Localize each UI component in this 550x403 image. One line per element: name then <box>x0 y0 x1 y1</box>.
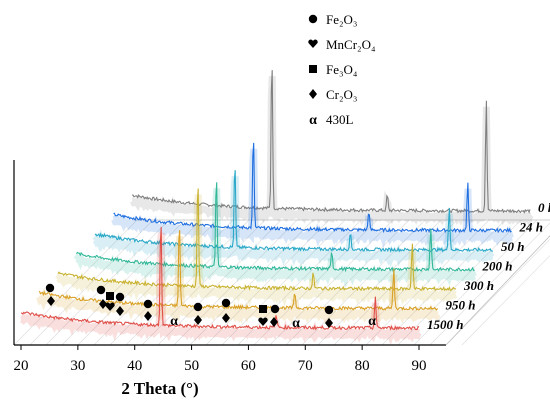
x-tick-label: 60 <box>241 358 256 374</box>
series-label: 200 h <box>482 259 513 274</box>
mncr2o4-marker <box>258 317 268 326</box>
legend-label: Cr₂O₃ <box>326 87 357 102</box>
floor-grid-line <box>397 219 522 346</box>
floor-grid-line <box>237 219 362 346</box>
x-tick-label: 20 <box>14 358 29 374</box>
series-label: 50 h <box>501 239 524 254</box>
floor-grid-line <box>285 219 410 346</box>
floor-grid-line <box>221 219 346 346</box>
legend-label: MnCr₂O₄ <box>326 37 376 52</box>
fe2o3-marker <box>143 299 153 309</box>
legend-label: Fe₃O₄ <box>326 62 358 77</box>
floor-grid-line <box>77 219 202 346</box>
fe3o4-marker <box>259 305 267 313</box>
x-tick-label: 30 <box>70 358 85 374</box>
cr2o3-marker <box>270 317 278 327</box>
fe2o3-marker <box>193 302 203 312</box>
series-line <box>113 142 512 234</box>
floor-grid-line <box>461 255 550 346</box>
fe2o3-marker <box>270 304 280 314</box>
series-band <box>55 194 458 307</box>
x-ticks: 20 30 40 50 60 70 80 90 <box>14 345 427 374</box>
cr2o3-marker <box>194 315 202 325</box>
floor-grid-line <box>445 238 550 346</box>
phase-markers: α α α <box>45 14 376 331</box>
floor-grid-line <box>381 219 506 346</box>
legend: Fe₂O₃ MnCr₂O₄ Fe₃O₄ Cr₂O₃ α 430L <box>309 12 376 128</box>
floor-grid-line <box>349 219 474 346</box>
alpha-marker: α <box>170 314 178 329</box>
floor-grid-line <box>189 219 314 346</box>
floor-grid-line <box>141 219 266 346</box>
series-label: 0 h <box>538 200 550 215</box>
floor-grid-line <box>205 219 330 346</box>
fe3o4-marker <box>309 65 317 73</box>
fe2o3-marker <box>221 298 231 308</box>
cr2o3-marker <box>325 318 333 328</box>
legend-alpha-symbol: α <box>309 113 317 128</box>
x-tick-label: 40 <box>127 358 142 374</box>
floor-grid-line <box>413 219 538 346</box>
x-axis-label: 2 Theta (°) <box>121 379 198 398</box>
legend-label: 430L <box>326 112 354 127</box>
series-band <box>73 188 477 289</box>
cr2o3-marker <box>116 306 124 316</box>
alpha-marker: α <box>368 314 376 329</box>
series-line <box>20 226 420 331</box>
series-label: 1500 h <box>427 317 463 332</box>
series-band <box>36 235 441 325</box>
series-band <box>111 148 514 249</box>
cr2o3-marker <box>99 299 107 309</box>
fe2o3-marker <box>45 283 55 293</box>
floor-right-edge <box>445 235 550 346</box>
cr2o3-marker <box>47 296 55 306</box>
floor-grid-line <box>429 222 550 346</box>
series-line <box>38 230 438 311</box>
cr2o3-marker <box>144 311 152 321</box>
series-label: 950 h <box>446 298 476 313</box>
floor-grid-line <box>29 219 154 346</box>
series-label: 300 h <box>463 278 494 293</box>
mncr2o4-marker <box>105 302 115 311</box>
floor-grid-line <box>13 219 138 346</box>
fe2o3-marker <box>324 305 334 315</box>
floor-grid-line <box>301 219 426 346</box>
series-line <box>76 182 475 273</box>
fe2o3-marker <box>96 285 106 295</box>
fe3o4-marker <box>106 292 114 300</box>
x-tick-label: 50 <box>184 358 199 374</box>
series-line <box>57 188 457 292</box>
floor-grid-line <box>365 219 490 346</box>
cr2o3-marker <box>222 313 230 323</box>
x-tick-label: 80 <box>355 358 370 374</box>
floor-grid-line <box>269 219 394 346</box>
mncr2o4-marker <box>308 39 318 48</box>
traces: 0 h 24 h 50 h 200 h 300 h 950 h 1500 h <box>19 70 550 346</box>
alpha-marker: α <box>292 316 300 331</box>
floor-grid-line <box>317 219 442 346</box>
x-tick-label: 70 <box>298 358 313 374</box>
series-label: 24 h <box>519 220 543 235</box>
x-tick-label: 90 <box>412 358 427 374</box>
fe2o3-marker <box>115 292 125 302</box>
legend-label: Fe₂O₃ <box>326 12 357 27</box>
floor-grid-line <box>333 219 458 346</box>
cr2o3-marker <box>309 89 317 99</box>
floor-grid-line <box>157 219 282 346</box>
series-band <box>19 232 422 346</box>
fe2o3-marker <box>308 14 318 24</box>
